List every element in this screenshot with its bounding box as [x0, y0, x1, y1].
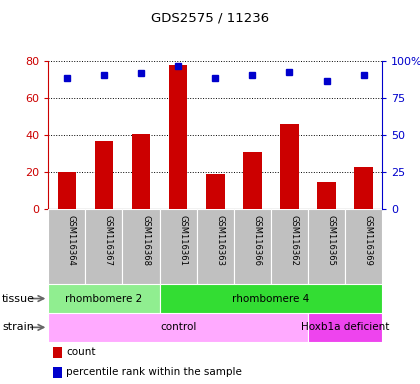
Text: percentile rank within the sample: percentile rank within the sample	[66, 367, 242, 377]
Text: GSM116364: GSM116364	[67, 215, 76, 266]
Bar	[271, 209, 308, 284]
Bar	[234, 209, 271, 284]
Text: GSM116365: GSM116365	[327, 215, 336, 266]
Text: GSM116367: GSM116367	[104, 215, 113, 266]
Text: tissue: tissue	[2, 293, 35, 304]
Bar	[197, 209, 234, 284]
Bar	[123, 209, 160, 284]
Bar	[48, 313, 308, 342]
Text: GSM116369: GSM116369	[364, 215, 373, 266]
Bar	[206, 174, 225, 209]
Text: strain: strain	[2, 322, 34, 333]
Bar	[160, 209, 197, 284]
Bar	[85, 209, 123, 284]
Text: GSM116366: GSM116366	[252, 215, 261, 266]
Text: rhombomere 4: rhombomere 4	[232, 293, 310, 304]
Bar	[94, 141, 113, 209]
Bar	[308, 209, 345, 284]
Bar	[160, 284, 382, 313]
Text: count: count	[66, 348, 95, 358]
Text: GSM116361: GSM116361	[178, 215, 187, 266]
Text: GDS2575 / 11236: GDS2575 / 11236	[151, 12, 269, 25]
Text: control: control	[160, 322, 196, 333]
Text: Hoxb1a deficient: Hoxb1a deficient	[301, 322, 389, 333]
Bar	[132, 134, 150, 209]
Text: rhombomere 2: rhombomere 2	[66, 293, 142, 304]
Text: GSM116363: GSM116363	[215, 215, 224, 266]
Text: GSM116362: GSM116362	[289, 215, 299, 266]
Bar	[169, 65, 187, 209]
Bar	[280, 124, 299, 209]
Bar	[354, 167, 373, 209]
Bar	[58, 172, 76, 209]
Bar	[48, 209, 85, 284]
Bar	[308, 313, 382, 342]
Bar	[345, 209, 382, 284]
Bar	[317, 182, 336, 209]
Bar	[48, 284, 160, 313]
Text: GSM116368: GSM116368	[141, 215, 150, 266]
Bar	[243, 152, 262, 209]
